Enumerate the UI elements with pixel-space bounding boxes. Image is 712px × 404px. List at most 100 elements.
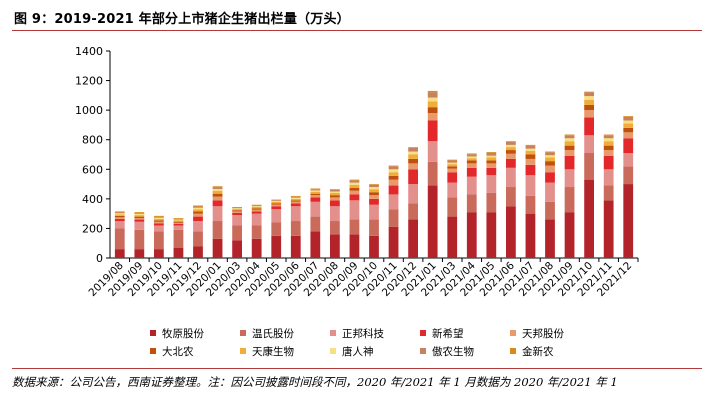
y-tick-label: 1200 [75,75,103,88]
bar-segment [310,231,321,258]
bar-segment [251,204,262,206]
bar-segment [545,161,555,166]
bar-segment [623,132,634,139]
bar-segment [388,226,399,258]
bar-segment [251,208,262,210]
bar-segment [506,167,516,188]
bar-segment [369,192,379,196]
y-tick-label: 400 [82,193,103,206]
bar-segment [114,212,125,214]
bar-segment [584,99,594,105]
bar-segment [134,218,145,220]
bar-segment [173,225,184,230]
legend-swatch [330,348,336,354]
legend-swatch [150,348,156,354]
bar-segment [447,197,458,217]
bar-segment [486,192,497,213]
bar-segment [466,160,477,164]
legend-item: 牧原股份 [150,326,240,341]
bar-segment [506,153,516,159]
bar-segment [525,150,536,155]
legend-label: 傲农生物 [432,345,474,358]
legend-label: 牧原股份 [162,327,204,340]
legend-swatch [420,348,426,354]
bar-segment [427,92,438,98]
bar-segment [427,120,438,142]
bar-segment [506,158,516,168]
bar-segment [408,203,418,220]
legend-item: 金新农 [510,344,600,359]
bar-segment [154,218,164,221]
bar-segment [603,169,614,186]
bar-segment [369,195,379,199]
bar-segment [251,225,262,239]
bar-segment [349,219,360,235]
bar-segment [212,200,223,207]
bar-segment [603,185,614,201]
bar-segment [271,235,282,258]
legend-label: 正邦科技 [342,327,384,340]
bar-segment [232,209,242,211]
bar-segment [310,189,321,191]
bar-segment [545,151,555,153]
bar-segment [603,155,614,170]
legend-label: 温氏股份 [252,327,294,340]
y-tick-label: 800 [82,134,103,147]
bar-segment [369,187,379,190]
legend-item: 新希望 [420,326,510,341]
source-note: 数据来源：公司公告，西南证券整理。注：因公司披露时间段不同，2020 年/202… [12,375,618,389]
bar-segment [290,198,301,201]
bar-segment [330,206,340,222]
bar-segment [154,223,164,226]
chart-legend: 牧原股份 温氏股份 正邦科技 新希望 天邦股份 大北农 天康生物 唐人神 傲农生物 金新农 [150,324,600,360]
bar-segment [271,200,282,202]
bar-segment [545,172,555,183]
bar-segment [349,184,360,188]
bar-segment [251,209,262,212]
bar-segment [290,196,301,198]
bar-segment [427,113,438,121]
bar-segment [564,150,575,156]
bar-segment [584,153,594,180]
bar-segment [564,155,575,170]
bar-segment [134,219,145,222]
bar-segment [271,206,282,210]
bar-segment [408,158,418,164]
bar-segment [154,220,164,222]
legend-item: 正邦科技 [330,326,420,341]
bar-segment [330,197,340,201]
bar-segment [154,216,164,218]
bar-segment [154,225,164,232]
bar-segment [506,141,516,145]
bar-segment [603,150,614,156]
legend-item: 天邦股份 [510,326,600,341]
bar-segment [310,188,321,190]
legend-label: 金新农 [522,345,554,358]
legend-row: 牧原股份 温氏股份 正邦科技 新希望 天邦股份 [150,324,600,342]
bar-segment [584,135,594,154]
bar-segment [232,215,242,226]
bar-segment [525,164,536,176]
bar-segment [564,169,575,188]
bar-segment [447,172,458,183]
bar-segment [193,207,203,210]
bar-segment [525,154,536,159]
bar-segment [525,175,536,196]
bar-segment [466,176,477,195]
bar-segment [564,135,575,139]
bar-segment [154,231,164,250]
figure-title: 图 9：2019-2021 年部分上市猪企生猪出栏量（万头） [14,12,350,27]
bar-segment [310,216,321,232]
bar-segment [232,240,242,258]
bar-segment [232,207,242,209]
bar-segment [349,179,360,181]
bar-segment [290,200,301,202]
legend-item: 大北农 [150,344,240,359]
bar-segment [564,187,575,213]
bar-segment [134,221,145,230]
bar-segment [271,222,282,236]
bar-segment [212,221,223,239]
bar-segment [486,175,497,193]
bar-segment [525,158,536,165]
bar-segment [193,205,203,207]
